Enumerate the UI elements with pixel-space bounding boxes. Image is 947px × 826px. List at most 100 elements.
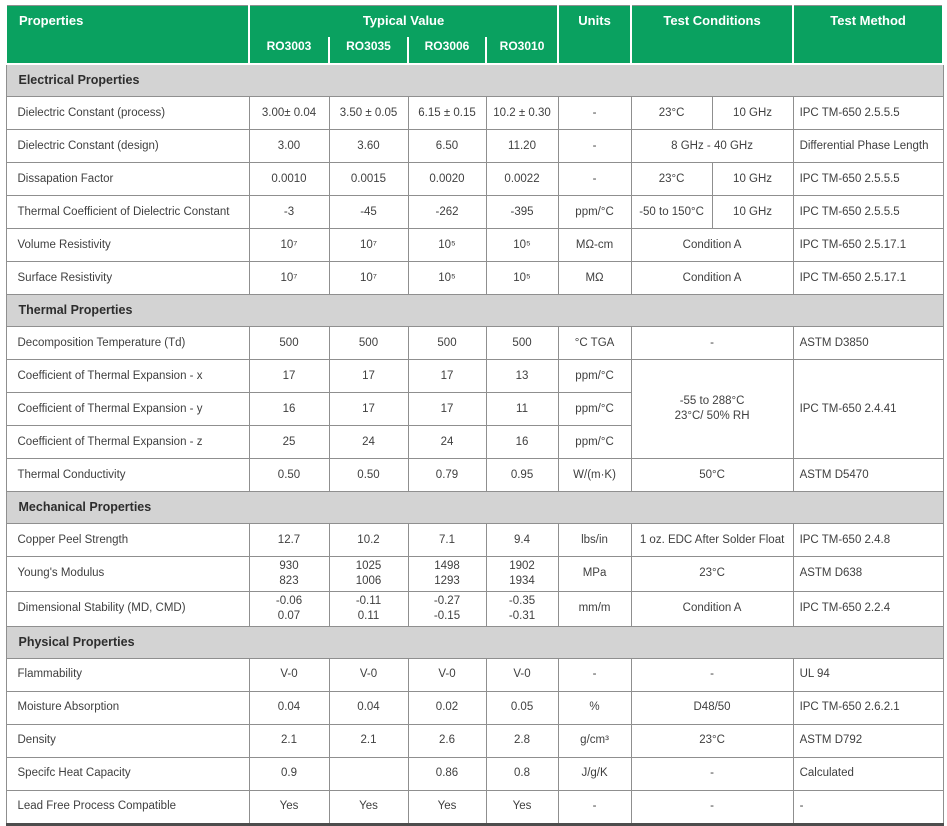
value-cell: 13 (485, 359, 559, 393)
condition-cell: - (630, 657, 794, 692)
condition-cell: 50°C (630, 458, 794, 492)
method-cell: IPC TM-650 2.5.5.5 (792, 195, 944, 229)
method-cell: IPC TM-650 2.5.17.1 (792, 261, 944, 295)
property-cell: Specifc Heat Capacity (5, 756, 250, 791)
header-row-2: RO3003 RO3035 RO3006 RO3010 (6, 37, 943, 65)
column-header-typical-value: Typical Value (247, 5, 560, 37)
method-cell: ASTM D5470 (792, 458, 944, 492)
value-cell: 0.02 (407, 690, 487, 725)
condition-cell: Condition A (630, 590, 794, 627)
property-cell: Dimensional Stability (MD, CMD) (5, 590, 250, 627)
value-cell: 1025 1006 (328, 556, 409, 592)
value-cell: 6.15 ± 0.15 (407, 96, 487, 130)
value-cell: 0.04 (328, 690, 409, 725)
value-cell: -45 (328, 195, 409, 229)
method-cell: IPC TM-650 2.4.8 (792, 523, 944, 557)
value-cell: V-0 (248, 657, 330, 692)
condition-cell: Condition A (630, 261, 794, 295)
property-cell: Copper Peel Strength (5, 523, 250, 557)
table-row: Dissapation Factor 0.0010 0.0015 0.0020 0.00… (5, 162, 944, 196)
section-title: Mechanical Properties (5, 491, 944, 524)
units-cell: ppm/°C (557, 359, 632, 393)
units-cell: g/cm³ (557, 723, 632, 758)
value-cell: 2.1 (248, 723, 330, 758)
value-cell: 12.7 (248, 523, 330, 557)
value-cell: 0.04 (248, 690, 330, 725)
value-cell: 16 (248, 392, 330, 426)
condition-cell: 8 GHz - 40 GHz (630, 129, 794, 163)
value-cell: 17 (248, 359, 330, 393)
method-cell: IPC TM-650 2.2.4 (792, 590, 944, 627)
condition-cell: -50 to 150°C (630, 195, 713, 229)
value-cell: 2.6 (407, 723, 487, 758)
method-cell: IPC TM-650 2.6.2.1 (792, 690, 944, 725)
section-title: Physical Properties (5, 625, 944, 659)
property-cell: Coefficient of Thermal Expansion - x (5, 359, 250, 393)
section-row: Mechanical Properties (5, 491, 944, 524)
units-cell: W/(m·K) (557, 458, 632, 492)
table-body: Electrical Properties Dielectric Constant… (5, 63, 944, 825)
value-cell: 16 (485, 425, 559, 459)
value-cell: 10⁵ (485, 261, 559, 295)
value-cell: 17 (328, 392, 409, 426)
table-row: Thermal Coefficient of Dielectric Consta… (5, 195, 944, 229)
value-cell: 17 (407, 392, 487, 426)
units-cell: % (557, 690, 632, 725)
table-row: Young's Modulus 930 823 1025 1006 1498 1293… (5, 556, 944, 592)
table-row: Decomposition Temperature (Td) 500 500 500 5… (5, 326, 944, 360)
value-cell: 10⁵ (407, 228, 487, 262)
value-cell: 500 (328, 326, 409, 360)
method-cell: ASTM D792 (792, 723, 944, 758)
property-cell: Volume Resistivity (5, 228, 250, 262)
method-cell: IPC TM-650 2.5.17.1 (792, 228, 944, 262)
property-cell: Thermal Coefficient of Dielectric Consta… (5, 195, 250, 229)
property-cell: Coefficient of Thermal Expansion - z (5, 425, 250, 459)
table-row: Volume Resistivity 10⁷ 10⁷ 10⁵ 10⁵ MΩ-cm Condi… (5, 228, 944, 262)
column-header-properties: Properties (5, 5, 250, 65)
condition-cell: 10 GHz (711, 162, 794, 196)
units-cell: MΩ (557, 261, 632, 295)
table-row: Thermal Conductivity 0.50 0.50 0.79 0.95 W/(m… (5, 458, 944, 492)
property-cell: Flammability (5, 657, 250, 692)
value-cell: -0.27 -0.15 (407, 590, 487, 627)
units-cell: °C TGA (557, 326, 632, 360)
condition-cell: D48/50 (630, 690, 794, 725)
section-row: Electrical Properties (5, 63, 944, 97)
column-header-ro3006: RO3006 (407, 37, 487, 65)
condition-cell: 23°C (630, 723, 794, 758)
datasheet-page: Properties Typical Value Units Test Cond… (5, 5, 945, 826)
condition-cell: - (630, 789, 794, 825)
value-cell: 3.60 (328, 129, 409, 163)
value-cell: 0.50 (248, 458, 330, 492)
value-cell: -0.35 -0.31 (485, 590, 559, 627)
property-cell: Lead Free Process Compatible (5, 789, 250, 825)
value-cell: 0.0020 (407, 162, 487, 196)
table-row: Dimensional Stability (MD, CMD) -0.06 0.0… (5, 590, 944, 627)
table-row: Copper Peel Strength 12.7 10.2 7.1 9.4 lbs/in… (5, 523, 944, 557)
value-cell: 17 (407, 359, 487, 393)
value-cell: Yes (248, 789, 330, 825)
condition-cell: 10 GHz (711, 96, 794, 130)
value-cell: 0.0015 (328, 162, 409, 196)
units-cell: ppm/°C (557, 392, 632, 426)
property-cell: Moisture Absorption (5, 690, 250, 725)
value-cell: 500 (407, 326, 487, 360)
value-cell: V-0 (485, 657, 559, 692)
properties-table: Properties Typical Value Units Test Cond… (5, 5, 945, 826)
value-cell: 10⁷ (248, 228, 330, 262)
condition-cell: - (630, 326, 794, 360)
value-cell: -262 (407, 195, 487, 229)
condition-cell: - (630, 756, 794, 791)
section-row: Physical Properties (5, 625, 944, 659)
table-row: Lead Free Process Compatible Yes Yes Yes Yes… (5, 789, 944, 825)
method-cell: - (792, 789, 944, 825)
units-cell: J/g/K (557, 756, 632, 791)
value-cell: 10⁷ (328, 228, 409, 262)
units-cell: lbs/in (557, 523, 632, 557)
method-cell: Calculated (792, 756, 944, 791)
table-row: Coefficient of Thermal Expansion - y 16 17… (5, 392, 943, 426)
units-cell: - (557, 789, 632, 825)
property-cell: Dissapation Factor (5, 162, 250, 196)
value-cell: 24 (407, 425, 487, 459)
property-cell: Young's Modulus (5, 556, 250, 592)
